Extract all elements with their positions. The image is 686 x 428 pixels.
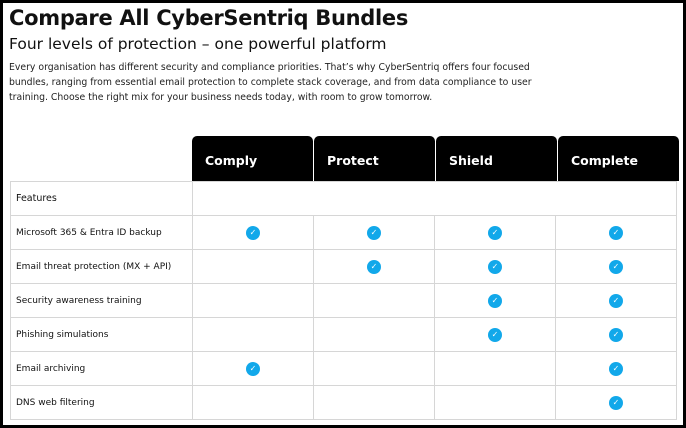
feature-cell-complete: ✓ xyxy=(555,385,677,420)
check-circle-icon: ✓ xyxy=(488,293,502,308)
check-circle-icon: ✓ xyxy=(609,327,623,342)
feature-cell-complete: ✓ xyxy=(555,215,677,250)
feature-cell-protect: ✓ xyxy=(313,215,435,250)
check-circle-icon: ✓ xyxy=(488,225,502,240)
feature-cell-complete: ✓ xyxy=(555,283,677,318)
table-row: Microsoft 365 & Entra ID backup ✓ ✓ ✓ ✓ xyxy=(10,215,677,250)
bundle-header-protect: Protect xyxy=(314,136,435,181)
comparison-table: Features Microsoft 365 & Entra ID backup… xyxy=(10,181,677,420)
feature-cell-shield: ✓ xyxy=(434,249,556,284)
check-circle-icon: ✓ xyxy=(367,225,381,240)
feature-cell-complete: ✓ xyxy=(555,317,677,352)
check-circle-icon: ✓ xyxy=(246,225,260,240)
feature-name: Phishing simulations xyxy=(10,317,193,352)
feature-cell-protect: ✓ xyxy=(313,249,435,284)
feature-cell-shield xyxy=(434,351,556,386)
feature-cell-protect xyxy=(313,317,435,352)
table-row: Email threat protection (MX + API) ✓ ✓ ✓ xyxy=(10,249,677,284)
intro-text: Every organisation has different securit… xyxy=(9,62,532,103)
feature-cell-comply xyxy=(192,283,314,318)
table-row: Security awareness training ✓ ✓ xyxy=(10,283,677,318)
feature-cell-complete: ✓ xyxy=(555,351,677,386)
features-label: Features xyxy=(10,181,193,216)
check-circle-icon: ✓ xyxy=(367,259,381,274)
check-circle-icon: ✓ xyxy=(488,259,502,274)
page-title: Compare All CyberSentriq Bundles xyxy=(9,6,409,30)
table-row: Email archiving ✓ ✓ xyxy=(10,351,677,386)
feature-cell-protect xyxy=(313,351,435,386)
feature-name: DNS web filtering xyxy=(10,385,193,420)
feature-cell-shield xyxy=(434,385,556,420)
check-circle-icon: ✓ xyxy=(609,293,623,308)
check-circle-icon: ✓ xyxy=(609,259,623,274)
bundle-header-complete: Complete xyxy=(558,136,679,181)
feature-cell-comply: ✓ xyxy=(192,215,314,250)
check-circle-icon: ✓ xyxy=(246,361,260,376)
bundle-headers: Comply Protect Shield Complete xyxy=(192,136,680,181)
page-subtitle: Four levels of protection – one powerful… xyxy=(9,35,387,53)
feature-cell-complete: ✓ xyxy=(555,249,677,284)
check-circle-icon: ✓ xyxy=(609,395,623,410)
feature-cell-shield: ✓ xyxy=(434,283,556,318)
feature-cell-comply xyxy=(192,249,314,284)
feature-cell-comply: ✓ xyxy=(192,351,314,386)
feature-cell-protect xyxy=(313,283,435,318)
bundle-header-shield: Shield xyxy=(436,136,557,181)
feature-cell-shield: ✓ xyxy=(434,215,556,250)
feature-cell-comply xyxy=(192,317,314,352)
check-circle-icon: ✓ xyxy=(609,361,623,376)
table-row: DNS web filtering ✓ xyxy=(10,385,677,420)
feature-name: Security awareness training xyxy=(10,283,193,318)
feature-cell-comply xyxy=(192,385,314,420)
feature-name: Email archiving xyxy=(10,351,193,386)
features-header-row: Features xyxy=(10,181,677,216)
check-circle-icon: ✓ xyxy=(488,327,502,342)
feature-cell-protect xyxy=(313,385,435,420)
table-row: Phishing simulations ✓ ✓ xyxy=(10,317,677,352)
feature-name: Email threat protection (MX + API) xyxy=(10,249,193,284)
bundle-header-comply: Comply xyxy=(192,136,313,181)
check-circle-icon: ✓ xyxy=(609,225,623,240)
feature-cell-shield: ✓ xyxy=(434,317,556,352)
feature-name: Microsoft 365 & Entra ID backup xyxy=(10,215,193,250)
